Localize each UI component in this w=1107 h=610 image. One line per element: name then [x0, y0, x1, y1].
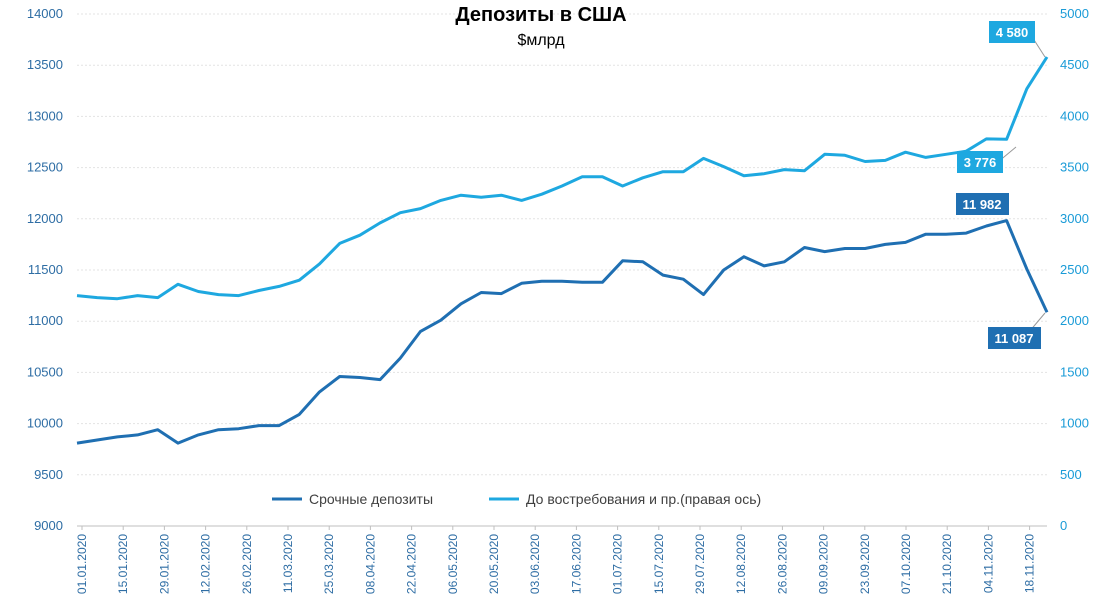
y-right-tick-label: 1500	[1060, 364, 1089, 379]
series-line-demand-deposits	[76, 56, 1049, 301]
x-tick-label: 06.05.2020	[446, 534, 460, 594]
y-left-tick-label: 12500	[27, 160, 63, 175]
x-tick-label: 26.02.2020	[240, 534, 254, 594]
y-right-tick-label: 4000	[1060, 108, 1089, 123]
y-left-tick-label: 9500	[34, 467, 63, 482]
y-left-tick-label: 10000	[27, 416, 63, 431]
y-left-tick-label: 14000	[27, 6, 63, 21]
series-line-term-deposits	[76, 219, 1049, 445]
x-axis: 01.01.2020 15.01.2020 29.01.2020 12.02.2020…	[75, 526, 1037, 594]
legend: Срочные депозиты До востребования и пр.(…	[272, 491, 761, 507]
right-axis: 0 500 1000 1500 2000 2500 3000 3500 4000 4500 5000	[1060, 6, 1089, 533]
y-left-tick-label: 11000	[28, 313, 63, 328]
x-tick-label: 23.09.2020	[858, 534, 872, 594]
chart-subtitle: $млрд	[517, 32, 565, 49]
x-tick-label: 22.04.2020	[405, 534, 419, 594]
grid-lines	[77, 13, 1047, 527]
x-tick-label: 11.03.2020	[281, 534, 295, 593]
x-tick-label: 04.11.2020	[981, 534, 995, 593]
callout-box-3776	[957, 151, 1003, 173]
legend-label-demand-deposits: До востребования и пр.(правая ось)	[526, 491, 761, 507]
y-right-tick-label: 5000	[1060, 6, 1089, 21]
x-tick-label: 29.07.2020	[693, 534, 707, 594]
y-left-tick-label: 12000	[27, 211, 63, 226]
callout-box-4580	[989, 21, 1035, 43]
x-tick-label: 07.10.2020	[899, 534, 913, 594]
y-left-tick-label: 10500	[27, 364, 63, 379]
callouts: 4 580 3 776 11 982 11 087	[956, 21, 1046, 349]
x-tick-label: 17.06.2020	[569, 534, 583, 594]
callout-label-4580: 4 580	[996, 25, 1029, 40]
callout-box-11982	[956, 193, 1009, 215]
callout-label-11087: 11 087	[994, 331, 1033, 346]
x-tick-label: 09.09.2020	[817, 534, 831, 594]
y-left-tick-label: 11500	[28, 262, 63, 277]
y-right-tick-label: 0	[1060, 518, 1067, 533]
y-left-tick-label: 13000	[27, 108, 63, 123]
y-left-tick-label: 9000	[34, 518, 63, 533]
y-right-tick-label: 3500	[1060, 160, 1089, 175]
x-tick-label: 12.02.2020	[199, 534, 213, 594]
y-right-tick-label: 2000	[1060, 313, 1089, 328]
y-left-tick-label: 13500	[27, 57, 63, 72]
x-tick-label: 08.04.2020	[363, 534, 377, 594]
x-tick-label: 01.07.2020	[611, 534, 625, 594]
chart-title: Депозиты в США	[455, 4, 626, 26]
y-right-tick-label: 1000	[1060, 416, 1089, 431]
left-axis: 9000 9500 10000 10500 11000 11500 12000 12500 13…	[27, 6, 63, 533]
x-tick-label: 26.08.2020	[775, 534, 789, 594]
x-tick-label: 25.03.2020	[322, 534, 336, 594]
legend-label-term-deposits: Срочные депозиты	[309, 491, 433, 507]
x-tick-label: 01.01.2020	[75, 534, 89, 594]
callout-box-11087	[988, 327, 1041, 349]
x-tick-label: 15.01.2020	[116, 534, 130, 594]
x-tick-label: 03.06.2020	[528, 534, 542, 594]
x-tick-label: 12.08.2020	[734, 534, 748, 594]
y-right-tick-label: 4500	[1060, 57, 1089, 72]
callout-label-11982: 11 982	[962, 197, 1001, 212]
y-right-tick-label: 3000	[1060, 211, 1089, 226]
x-tick-label: 15.07.2020	[652, 534, 666, 594]
x-tick-label: 20.05.2020	[487, 534, 501, 594]
callout-label-3776: 3 776	[964, 155, 997, 170]
y-right-tick-label: 2500	[1060, 262, 1089, 277]
series-lines	[76, 56, 1049, 445]
x-tick-label: 18.11.2020	[1023, 534, 1037, 593]
y-right-tick-label: 500	[1060, 467, 1082, 482]
x-tick-label: 21.10.2020	[940, 534, 954, 594]
x-tick-label: 29.01.2020	[157, 534, 171, 594]
